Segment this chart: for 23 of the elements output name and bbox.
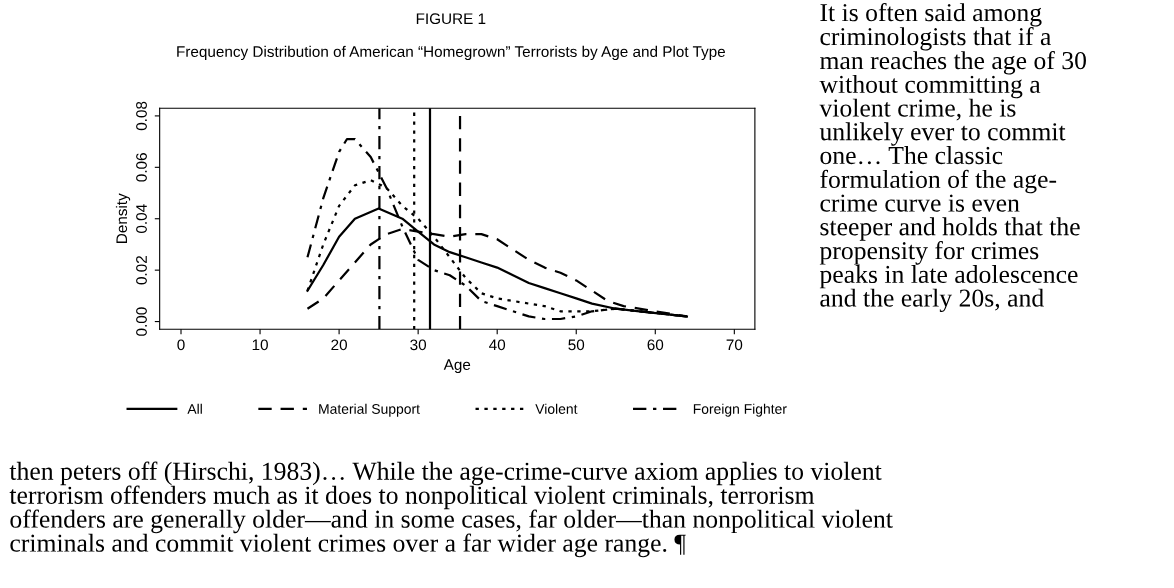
chart-title: FIGURE 1 <box>416 13 486 25</box>
text: It is often said among criminologists that if a man reaches the age of 30 without committing a violent crime, he is unlikely ever to commit one… The classic formulation of the age- crime curve is even steeper and holds that the propensity for crimes peaks in late adolescence and the early 20s, and <box>819 2 1086 313</box>
legend-label: Material Support <box>319 403 420 417</box>
y-tick-label: 0.02 <box>136 256 147 285</box>
legend-label: Foreign Fighter <box>693 403 787 417</box>
legend-label: Violent <box>535 403 578 414</box>
y-axis-title: Density <box>115 193 131 243</box>
x-tick-label: 10 <box>252 339 268 351</box>
x-tick-label: 40 <box>489 339 506 351</box>
y-tick-label: 0.06 <box>136 153 147 182</box>
chart-subtitle: Frequency Distribution of American “Homegrown” Terrorists by Age and Plot Type <box>177 45 726 61</box>
x-tick-label: 50 <box>568 339 585 351</box>
text: then peters off (Hirschi, 1983)… While the age-crime-curve axiom applies to violent terrorism offenders much as it does to nonpolitical violent criminals, terrorism offenders are generally older—and in some cases, far older—than nonpolitical violent criminals and commit violent crimes over a far wider age range. ¶ <box>9 461 893 558</box>
x-tick-label: 70 <box>726 339 743 351</box>
x-axis-title: Age <box>443 359 471 374</box>
x-tick-label: 30 <box>410 339 427 351</box>
y-tick-label: 0.08 <box>136 101 147 131</box>
x-tick-label: 20 <box>331 339 347 351</box>
x-tick-label: 0 <box>177 339 185 351</box>
legend-label: All <box>187 403 202 414</box>
y-tick-label: 0.00 <box>136 307 147 336</box>
x-tick-label: 60 <box>647 339 664 351</box>
y-tick-label: 0.04 <box>136 204 147 234</box>
